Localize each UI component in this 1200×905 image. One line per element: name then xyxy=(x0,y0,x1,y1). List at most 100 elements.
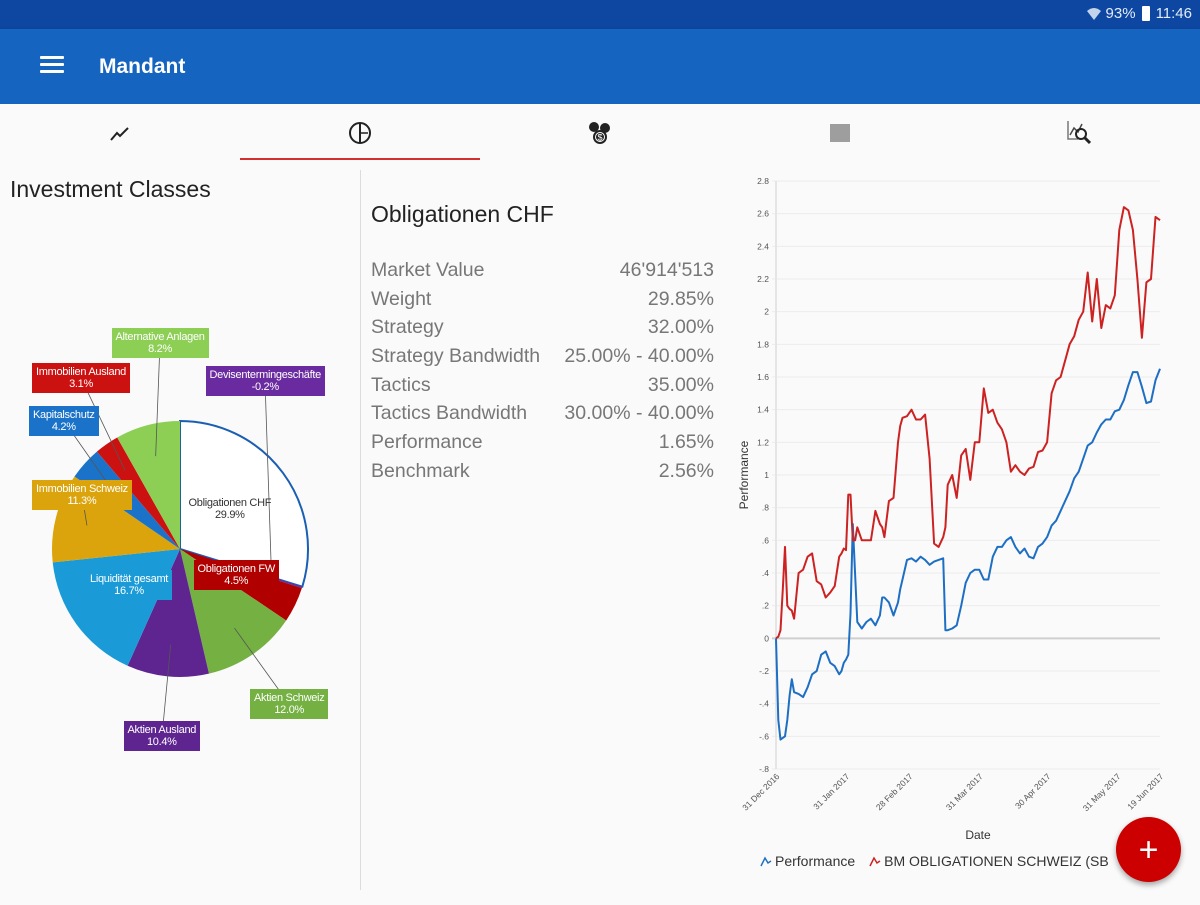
legend-item-benchmark[interactable]: BM OBLIGATIONEN SCHWEIZ (SB xyxy=(869,853,1109,869)
chart-legend: Performance BM OBLIGATIONEN SCHWEIZ (SB xyxy=(760,853,1109,869)
detail-table: Market Value 46'914'513 Weight 29.85% Strate… xyxy=(371,259,714,489)
detail-label: Tactics Bandwidth xyxy=(371,402,528,425)
tab-analysis[interactable] xyxy=(960,104,1200,161)
detail-label: Strategy xyxy=(371,316,444,339)
coins-icon: $ xyxy=(589,121,610,144)
detail-value: 46'914'513 xyxy=(619,259,714,281)
pie-label-name: Immobilien Schweiz xyxy=(36,483,128,495)
y-tick-label: 1 xyxy=(764,470,769,480)
tab-positions[interactable]: $ xyxy=(480,104,720,161)
pie-label-liquiditat-gesamt: Liquidität gesamt 16.7% xyxy=(86,570,173,600)
x-tick-label: 30 Apr 2017 xyxy=(1013,771,1053,811)
series-line-benchmark[interactable] xyxy=(775,206,1161,640)
pie-label-value: 29.9% xyxy=(214,509,245,521)
detail-label: Market Value xyxy=(371,259,485,281)
tab-transactions[interactable] xyxy=(720,104,960,161)
detail-row-strategy: Strategy 32.00% xyxy=(371,316,714,345)
y-tick-label: 1.6 xyxy=(757,372,769,382)
y-tick-label: -.4 xyxy=(759,699,769,709)
detail-row-performance: Performance 1.65% xyxy=(371,431,714,460)
detail-panel: Obligationen CHF Market Value 46'914'513 W… xyxy=(361,161,726,900)
y-tick-label: .4 xyxy=(762,568,769,578)
pie-leader-line xyxy=(80,377,126,471)
detail-row-tactics: Tactics 35.00% xyxy=(371,374,714,403)
app-bar: Mandant xyxy=(0,29,1200,104)
pie-label-name: Aktien Schweiz xyxy=(254,692,325,704)
pie-label-aktien-ausland: Aktien Ausland 10.4% xyxy=(123,721,201,751)
pie-label-name: Devisentermingeschäfte xyxy=(209,369,322,381)
pie-label-immobilien-schweiz: Immobilien Schweiz 11.3% xyxy=(32,480,132,510)
y-tick-label: 1.2 xyxy=(757,437,769,447)
detail-value: 25.00% - 40.00% xyxy=(564,345,714,368)
pie-label-value: 11.3% xyxy=(67,495,97,507)
detail-value: 1.65% xyxy=(658,431,714,454)
y-tick-label: 2.4 xyxy=(757,241,769,251)
performance-line-chart[interactable]: -.8 -.6 -.4 -.2 0 .2 .4 .6 .8 1 1.2 1.4 1.6 1.8 2 2.2 2.… xyxy=(726,161,1200,900)
pie-slice-aktien-ausland[interactable] xyxy=(127,549,209,677)
pie-label-name: Kapitalschutz xyxy=(33,409,95,421)
detail-value: 2.56% xyxy=(658,459,714,482)
detail-label: Tactics xyxy=(371,373,431,396)
series-line-performance[interactable] xyxy=(775,368,1161,741)
app-title: Mandant xyxy=(99,55,186,78)
tab-investment-classes[interactable] xyxy=(240,104,480,161)
pie-label-obligationen-fw: Obligationen FW 4.5% xyxy=(193,560,279,590)
clock: 11:46 xyxy=(1155,5,1192,22)
detail-label: Strategy Bandwidth xyxy=(371,345,541,368)
wifi-icon xyxy=(1086,7,1101,20)
pie-label-name: Alternative Anlagen xyxy=(115,331,205,343)
pie-slice-obligationen-chf[interactable] xyxy=(179,419,309,588)
legend-line-icon xyxy=(760,856,772,867)
pie-slice-immobilien-ausland[interactable] xyxy=(96,437,180,549)
battery-percent: 93% xyxy=(1105,5,1136,22)
y-tick-label: .8 xyxy=(762,503,769,513)
detail-row-tactics-bandwidth: Tactics Bandwidth 30.00% - 40.00% xyxy=(371,402,714,431)
pie-label-alternative-anlagen: Alternative Anlagen 8.2% xyxy=(111,328,209,358)
pie-slice-alternative-anlagen[interactable] xyxy=(117,421,180,549)
pie-label-devisentermingeschafte: Devisentermingeschäfte -0.2% xyxy=(205,366,325,396)
pie-leader-line xyxy=(161,644,172,737)
detail-value: 29.85% xyxy=(647,287,714,310)
detail-title: Obligationen CHF xyxy=(371,201,554,227)
y-tick-label: 0 xyxy=(764,633,769,643)
tab-performance[interactable] xyxy=(0,104,240,161)
pie-label-name: Aktien Ausland xyxy=(127,724,197,736)
legend-item-performance[interactable]: Performance xyxy=(760,853,855,869)
allocation-pie-chart[interactable] xyxy=(0,161,360,900)
investment-classes-panel: Investment Classes Obligationen CHF 29.9%… xyxy=(0,161,360,900)
investment-classes-heading: Investment Classes xyxy=(10,176,211,202)
status-bar: 93% 11:46 xyxy=(0,0,1200,29)
y-tick-label: 2.8 xyxy=(757,176,769,186)
x-tick-label: 19 Jun 2017 xyxy=(1125,771,1165,811)
x-tick-label: 31 May 2017 xyxy=(1081,771,1123,813)
detail-label: Weight xyxy=(371,287,432,310)
pie-label-value: 12.0% xyxy=(274,704,305,716)
add-fab-button[interactable]: + xyxy=(1116,817,1181,882)
svg-text:$: $ xyxy=(597,132,602,142)
detail-label: Performance xyxy=(371,431,483,454)
hamburger-menu-icon[interactable] xyxy=(40,56,64,74)
pie-leader-line xyxy=(155,342,161,457)
panel-divider xyxy=(360,170,361,890)
detail-row-market-value: Market Value 46'914'513 xyxy=(371,259,714,288)
square-icon xyxy=(830,123,850,142)
pie-label-value: 16.7% xyxy=(114,585,144,597)
y-tick-label: -.8 xyxy=(759,764,769,774)
detail-value: 30.00% - 40.00% xyxy=(564,402,714,425)
y-tick-label: 2.6 xyxy=(757,209,769,219)
trend-line-icon xyxy=(110,126,129,141)
legend-line-icon xyxy=(869,856,881,867)
detail-value: 35.00% xyxy=(647,373,714,396)
pie-label-name: Obligationen FW xyxy=(197,563,276,575)
tab-bar: $ xyxy=(0,104,1200,161)
y-tick-label: -.2 xyxy=(759,666,769,676)
y-tick-label: .2 xyxy=(762,601,769,611)
y-tick-label: 1.8 xyxy=(757,339,769,349)
detail-row-strategy-bandwidth: Strategy Bandwidth 25.00% - 40.00% xyxy=(371,345,714,374)
detail-row-benchmark: Benchmark 2.56% xyxy=(371,460,714,489)
legend-label: BM OBLIGATIONEN SCHWEIZ (SB xyxy=(884,853,1109,869)
y-tick-label: 1.4 xyxy=(757,405,769,415)
pie-label-value: 4.5% xyxy=(224,575,249,587)
y-tick-label: .6 xyxy=(762,535,769,545)
pie-label-value: 10.4% xyxy=(146,736,177,748)
